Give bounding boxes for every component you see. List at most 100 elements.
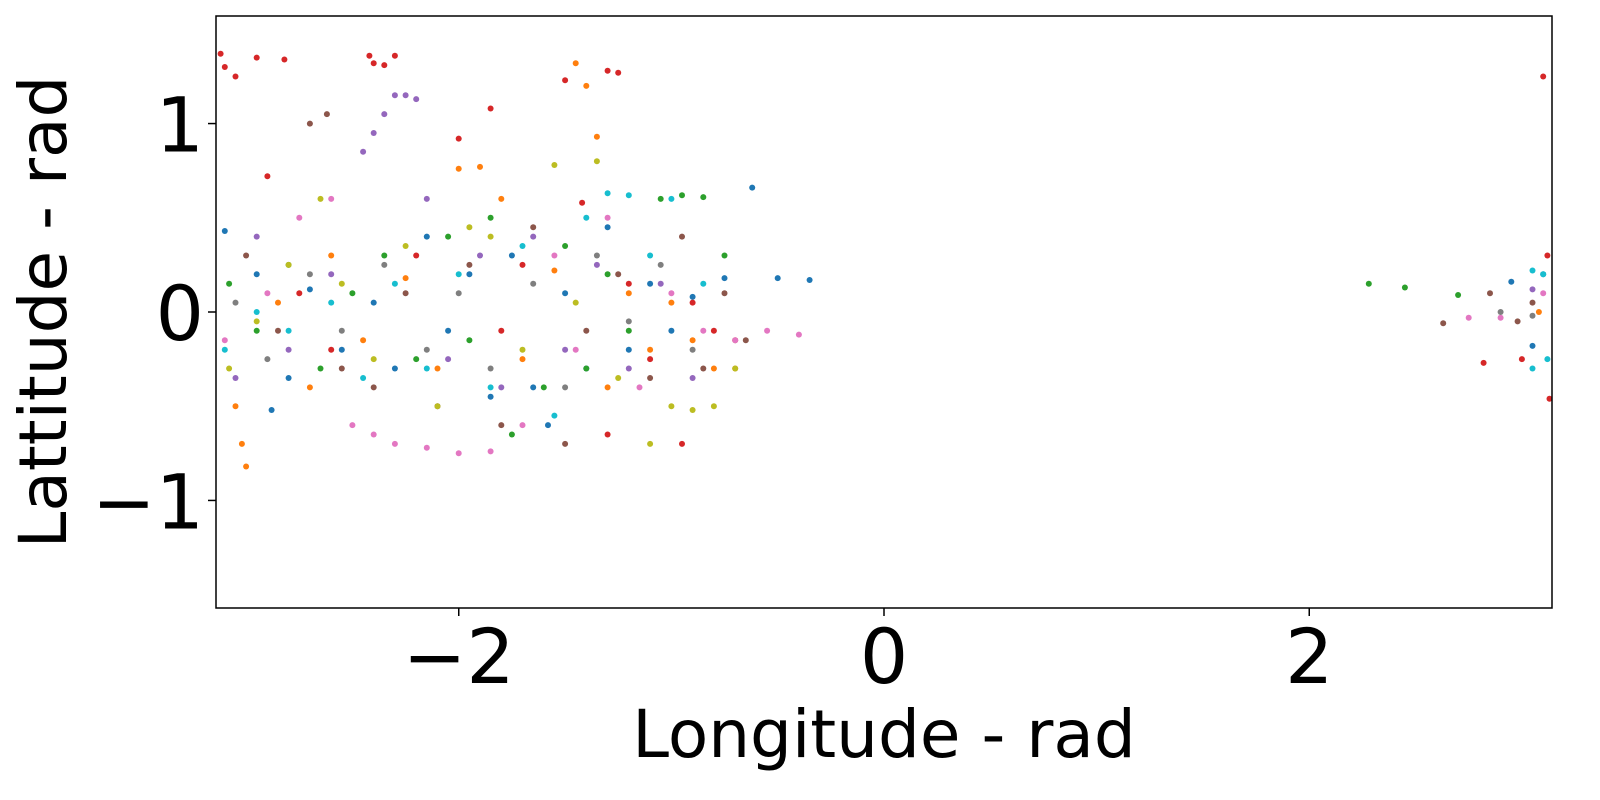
data-point: [498, 422, 505, 429]
data-point: [285, 327, 292, 334]
data-point: [615, 271, 622, 278]
data-point: [306, 120, 313, 127]
data-point: [1535, 309, 1542, 315]
data-point: [668, 327, 675, 334]
data-point: [221, 228, 228, 234]
data-point: [579, 199, 586, 206]
data-point: [238, 440, 245, 447]
data-point: [689, 293, 696, 300]
data-point: [423, 195, 430, 202]
data-point: [285, 261, 292, 268]
data-point: [498, 384, 505, 391]
data-point: [306, 286, 313, 293]
data-point: [583, 365, 590, 372]
data-point: [221, 64, 228, 70]
data-point: [323, 111, 330, 118]
data-point: [296, 290, 303, 297]
data-point: [370, 356, 377, 363]
data-point: [226, 280, 233, 287]
data-point: [1440, 320, 1447, 327]
data-point: [689, 375, 696, 381]
data-point: [700, 194, 707, 201]
data-point: [545, 422, 551, 429]
data-point: [413, 252, 420, 259]
data-point: [285, 346, 292, 353]
data-point: [328, 271, 335, 278]
data-point: [455, 165, 462, 172]
data-point: [338, 365, 345, 372]
data-point: [710, 365, 717, 372]
data-point: [657, 195, 664, 202]
data-point: [647, 346, 654, 353]
data-point: [1529, 342, 1536, 349]
series-8: [226, 158, 739, 447]
data-point: [232, 403, 239, 410]
data-point: [434, 365, 441, 372]
data-point: [625, 192, 632, 199]
data-point: [625, 280, 632, 287]
data-point: [519, 243, 526, 249]
data-point: [625, 346, 632, 353]
data-point: [1544, 252, 1551, 259]
data-point: [360, 148, 367, 155]
data-point: [742, 337, 749, 344]
data-point: [391, 280, 398, 287]
data-point: [391, 52, 398, 59]
data-point: [487, 365, 494, 372]
data-point: [562, 384, 569, 391]
data-point: [593, 133, 600, 140]
data-point: [317, 365, 324, 372]
data-point: [749, 184, 756, 191]
series-9: [221, 190, 1551, 419]
data-point: [370, 130, 377, 136]
data-point: [540, 384, 547, 391]
data-point: [434, 403, 441, 410]
data-point: [593, 158, 600, 165]
data-point: [1497, 314, 1504, 321]
data-point: [498, 327, 505, 334]
data-point: [530, 233, 537, 240]
data-point: [679, 192, 685, 199]
data-point: [487, 233, 494, 240]
data-point: [647, 440, 654, 447]
data-point: [508, 252, 515, 259]
data-point: [604, 271, 611, 278]
data-point: [1365, 280, 1372, 287]
data-point: [328, 195, 335, 202]
data-point: [370, 60, 377, 67]
data-point: [530, 384, 537, 391]
data-point: [226, 365, 233, 372]
data-point: [402, 290, 409, 297]
data-point: [253, 271, 260, 278]
data-point: [338, 327, 345, 334]
data-point: [328, 252, 335, 259]
data-point: [530, 224, 537, 231]
data-point: [710, 403, 717, 410]
data-point: [477, 252, 483, 259]
data-point: [732, 337, 739, 344]
data-point: [268, 407, 275, 413]
data-point: [253, 318, 260, 325]
y-tick-label: 1: [156, 81, 204, 170]
data-point: [519, 346, 526, 353]
data-point: [370, 299, 377, 306]
series-5: [243, 111, 1536, 447]
data-point: [487, 393, 494, 400]
data-point: [221, 346, 228, 353]
data-point: [593, 252, 600, 259]
data-point: [625, 327, 632, 334]
data-point: [583, 82, 590, 89]
data-point: [551, 267, 558, 274]
data-point: [721, 252, 728, 259]
data-point: [689, 337, 696, 344]
data-point: [498, 195, 505, 202]
data-point: [604, 214, 611, 221]
data-point: [519, 261, 526, 268]
data-point: [647, 356, 654, 363]
data-point: [615, 375, 622, 381]
data-point: [381, 62, 388, 69]
data-point: [349, 290, 356, 297]
data-point: [689, 407, 696, 413]
data-point: [562, 440, 569, 447]
data-point: [423, 444, 430, 451]
